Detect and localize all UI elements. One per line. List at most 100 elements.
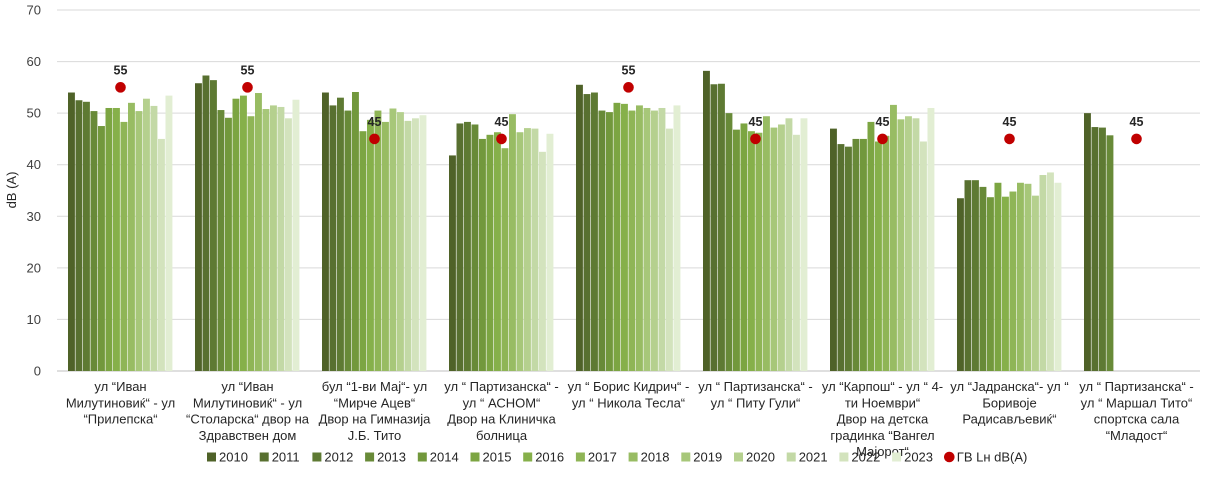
limit-data-label: 45 bbox=[495, 115, 509, 129]
bar-2022 bbox=[158, 138, 165, 371]
bar-2020 bbox=[905, 116, 912, 371]
bar-2012 bbox=[845, 146, 852, 371]
limit-data-label: 45 bbox=[876, 115, 890, 129]
bar-2011 bbox=[329, 105, 337, 372]
legend-swatch-2010 bbox=[207, 452, 216, 462]
bar-2019 bbox=[389, 108, 397, 371]
bar-2022 bbox=[285, 118, 292, 371]
limit-data-label: 45 bbox=[1130, 115, 1144, 129]
bar-2012 bbox=[83, 101, 90, 371]
bar-2011 bbox=[202, 75, 210, 371]
bar-2022 bbox=[1047, 172, 1054, 371]
bar-2013 bbox=[471, 124, 479, 371]
legend-marker-limit bbox=[944, 451, 955, 463]
bar-2016 bbox=[113, 107, 120, 371]
bar-2023 bbox=[546, 133, 554, 371]
category-label-line: “Мирче Ацев“ bbox=[334, 395, 415, 410]
bar-2012 bbox=[1099, 127, 1106, 371]
bars bbox=[68, 70, 1114, 372]
category-label-line: болница bbox=[476, 428, 528, 443]
bar-2010 bbox=[830, 128, 837, 371]
bar-2016 bbox=[494, 132, 501, 371]
bar-2015 bbox=[994, 182, 1002, 371]
bar-2015 bbox=[105, 107, 113, 371]
bar-2023 bbox=[927, 107, 935, 371]
bar-2010 bbox=[1084, 113, 1091, 372]
limit-marker bbox=[877, 133, 888, 145]
bar-2012 bbox=[972, 180, 979, 371]
limit-data-label: 55 bbox=[114, 63, 128, 77]
bar-2017 bbox=[120, 121, 128, 371]
bar-2015 bbox=[740, 123, 748, 371]
bar-2014 bbox=[860, 138, 867, 371]
bar-2016 bbox=[367, 119, 374, 372]
bar-2011 bbox=[837, 144, 845, 371]
limit-marker bbox=[1131, 133, 1142, 145]
category-label-line: ул “ Маршал Тито“ bbox=[1081, 395, 1193, 410]
bar-2014 bbox=[225, 117, 232, 371]
bar-2019 bbox=[770, 127, 778, 371]
category-label-line: “Младост“ bbox=[1106, 428, 1168, 443]
category-label-line: Двор на Клиничка bbox=[447, 412, 556, 427]
bar-2018 bbox=[1017, 182, 1024, 371]
bar-2011 bbox=[964, 180, 972, 371]
limit-data-label: 45 bbox=[1003, 115, 1017, 129]
category-label-line: Двор на Гимназија bbox=[319, 412, 432, 427]
category-label-line: Здравствен дом bbox=[199, 428, 297, 443]
bar-2017 bbox=[501, 148, 509, 371]
bar-2010 bbox=[322, 92, 329, 371]
bar-2021 bbox=[277, 106, 285, 371]
bar-2020 bbox=[143, 98, 150, 372]
category-label: ул “ Партизанска“ -ул “ Маршал Тито“ спор… bbox=[1079, 379, 1193, 443]
bar-2018 bbox=[763, 116, 770, 371]
bar-2011 bbox=[710, 84, 718, 372]
limit-marker bbox=[242, 82, 253, 93]
legend-label: 2012 bbox=[324, 450, 353, 465]
bar-2016 bbox=[1002, 196, 1009, 371]
category-label-line: Боривоје bbox=[982, 395, 1036, 410]
bar-2019 bbox=[1024, 183, 1032, 371]
bar-2023 bbox=[673, 105, 681, 372]
legend: 2010 2011 2012 2013 2014 2015 2016 2017 2018 2019… bbox=[207, 450, 1027, 465]
bar-2018 bbox=[509, 114, 516, 371]
category-label-line: ул “ Партизанска“ - bbox=[444, 379, 558, 394]
bar-2013 bbox=[598, 110, 606, 372]
category-label-line: Двор на детска bbox=[837, 412, 929, 427]
legend-label: 2014 bbox=[430, 450, 459, 465]
category-label-line: ул “Карпош“ - ул “ 4- bbox=[822, 379, 943, 394]
limit-marker bbox=[115, 82, 126, 93]
bar-2013 bbox=[725, 113, 733, 372]
bar-2020 bbox=[524, 128, 531, 371]
bar-2017 bbox=[755, 132, 763, 371]
bar-2022 bbox=[666, 128, 673, 371]
bar-2013 bbox=[217, 110, 225, 371]
bar-2013 bbox=[852, 138, 860, 371]
limit-markers: 55 55 45 45 55 45 45 45 45 bbox=[114, 63, 1144, 145]
category-label-line: “Прилепска“ bbox=[83, 412, 157, 427]
bar-2014 bbox=[479, 138, 486, 371]
bar-2015 bbox=[613, 102, 621, 371]
limit-marker bbox=[496, 133, 507, 145]
category-label-line: Милутиновиќ“ - ул bbox=[193, 395, 302, 410]
bar-2020 bbox=[778, 124, 785, 371]
legend-swatch-2012 bbox=[312, 452, 322, 462]
legend-swatch-2022 bbox=[839, 452, 849, 462]
category-label-line: ул “ Питу Гули“ bbox=[711, 395, 801, 410]
bar-2014 bbox=[98, 126, 105, 372]
category-label-line: ул “ Партизанска“ - bbox=[698, 379, 812, 394]
bar-2016 bbox=[621, 103, 628, 372]
bar-2021 bbox=[150, 105, 158, 372]
bar-2018 bbox=[636, 105, 643, 372]
bar-2020 bbox=[651, 110, 658, 372]
bar-2010 bbox=[576, 84, 583, 372]
bar-2018 bbox=[255, 93, 262, 371]
bar-2014 bbox=[733, 129, 740, 371]
legend-label: 2021 bbox=[799, 450, 828, 465]
bar-2011 bbox=[1091, 127, 1099, 372]
bar-2015 bbox=[232, 98, 240, 372]
category-label-line: “Столарска“ двор на bbox=[186, 412, 310, 427]
bar-2011 bbox=[456, 123, 464, 371]
y-axis-ticks: 0 10 20 30 40 50 60 70 bbox=[27, 3, 41, 379]
category-label-line: ул “Иван bbox=[94, 379, 146, 394]
category-label-line: Радисављевиќ“ bbox=[962, 412, 1056, 427]
